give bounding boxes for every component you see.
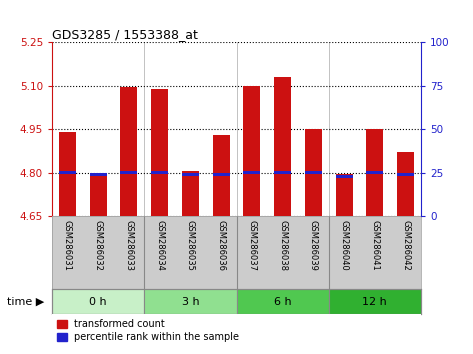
- Text: time ▶: time ▶: [8, 297, 44, 307]
- Bar: [121, 87, 137, 216]
- Bar: [274, 171, 291, 174]
- Bar: [244, 86, 260, 216]
- Bar: [305, 171, 322, 174]
- Bar: [274, 77, 291, 216]
- Text: 0 h: 0 h: [89, 297, 107, 307]
- Bar: [90, 174, 106, 216]
- Text: GSM286034: GSM286034: [155, 219, 164, 270]
- Text: 12 h: 12 h: [362, 297, 387, 307]
- Text: GSM286042: GSM286042: [401, 219, 410, 270]
- Bar: [182, 171, 199, 216]
- Text: GSM286041: GSM286041: [370, 219, 379, 270]
- Bar: [59, 171, 76, 174]
- Text: GSM286031: GSM286031: [63, 219, 72, 270]
- Bar: [305, 129, 322, 216]
- Bar: [151, 89, 168, 216]
- Bar: [397, 152, 414, 216]
- Legend: transformed count, percentile rank within the sample: transformed count, percentile rank withi…: [57, 319, 239, 342]
- FancyBboxPatch shape: [144, 289, 236, 314]
- Bar: [151, 171, 168, 174]
- Text: GDS3285 / 1553388_at: GDS3285 / 1553388_at: [52, 28, 198, 41]
- Bar: [90, 173, 106, 176]
- Text: GSM286032: GSM286032: [94, 219, 103, 270]
- Bar: [213, 135, 229, 216]
- Text: 3 h: 3 h: [182, 297, 199, 307]
- Text: GSM286035: GSM286035: [186, 219, 195, 270]
- Bar: [182, 173, 199, 176]
- FancyBboxPatch shape: [329, 289, 421, 314]
- FancyBboxPatch shape: [236, 289, 329, 314]
- FancyBboxPatch shape: [52, 289, 144, 314]
- Text: 6 h: 6 h: [274, 297, 291, 307]
- Text: GSM286037: GSM286037: [247, 219, 256, 270]
- Bar: [59, 132, 76, 216]
- Text: GSM286040: GSM286040: [340, 219, 349, 270]
- Text: GSM286039: GSM286039: [309, 219, 318, 270]
- Bar: [367, 129, 383, 216]
- Bar: [336, 174, 352, 216]
- Text: GSM286038: GSM286038: [278, 219, 287, 270]
- Bar: [121, 171, 137, 174]
- Bar: [397, 173, 414, 176]
- Bar: [244, 171, 260, 174]
- Text: GSM286036: GSM286036: [217, 219, 226, 270]
- Text: GSM286033: GSM286033: [124, 219, 133, 270]
- Bar: [336, 175, 352, 178]
- Bar: [367, 171, 383, 174]
- Bar: [213, 173, 229, 176]
